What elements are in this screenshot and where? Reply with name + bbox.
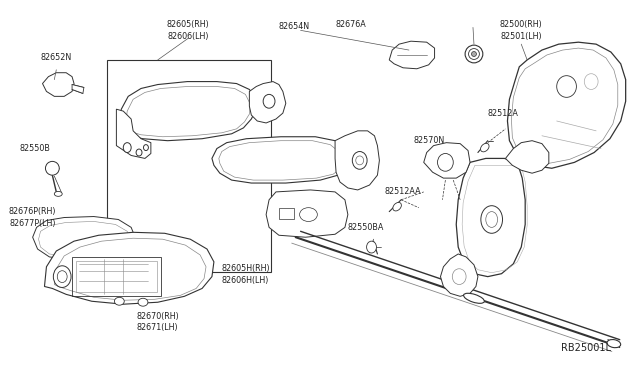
Text: 82671(LH): 82671(LH) xyxy=(136,323,178,332)
Ellipse shape xyxy=(115,297,124,305)
Ellipse shape xyxy=(53,266,71,288)
Bar xyxy=(106,60,271,272)
Polygon shape xyxy=(33,217,135,260)
Ellipse shape xyxy=(393,202,401,211)
Text: 82676A: 82676A xyxy=(335,20,366,29)
Text: RB25001L: RB25001L xyxy=(561,343,611,353)
Polygon shape xyxy=(389,41,435,69)
Bar xyxy=(76,261,157,292)
Polygon shape xyxy=(266,190,348,237)
Text: 82670(RH): 82670(RH) xyxy=(136,311,179,321)
Ellipse shape xyxy=(352,151,367,169)
Ellipse shape xyxy=(463,293,484,303)
Ellipse shape xyxy=(143,145,148,151)
Bar xyxy=(72,257,161,296)
Text: 82677P(LH): 82677P(LH) xyxy=(10,219,56,228)
Text: 82606(LH): 82606(LH) xyxy=(168,32,209,41)
Text: 82605H(RH): 82605H(RH) xyxy=(222,264,271,273)
Text: 82550B: 82550B xyxy=(19,144,50,153)
Polygon shape xyxy=(335,131,380,190)
Ellipse shape xyxy=(481,206,502,233)
Ellipse shape xyxy=(481,143,489,152)
Ellipse shape xyxy=(465,45,483,63)
Ellipse shape xyxy=(54,192,62,196)
Polygon shape xyxy=(440,254,478,296)
Ellipse shape xyxy=(486,212,498,227)
Bar xyxy=(279,208,294,219)
Text: 82654N: 82654N xyxy=(279,22,310,31)
Text: 82512A: 82512A xyxy=(488,109,518,118)
Ellipse shape xyxy=(124,142,131,153)
Text: 82606H(LH): 82606H(LH) xyxy=(222,276,269,285)
Polygon shape xyxy=(506,141,549,173)
Polygon shape xyxy=(424,142,470,178)
Ellipse shape xyxy=(607,340,621,348)
Ellipse shape xyxy=(468,49,479,60)
Polygon shape xyxy=(250,81,286,123)
Polygon shape xyxy=(212,137,348,183)
Ellipse shape xyxy=(367,241,376,253)
Ellipse shape xyxy=(136,149,142,156)
Text: 82676P(RH): 82676P(RH) xyxy=(9,207,56,216)
Text: 82550BA: 82550BA xyxy=(348,223,384,232)
Ellipse shape xyxy=(58,271,67,283)
Polygon shape xyxy=(118,81,256,141)
Ellipse shape xyxy=(472,52,476,57)
Ellipse shape xyxy=(263,94,275,108)
Polygon shape xyxy=(72,84,84,93)
Ellipse shape xyxy=(356,156,364,165)
Polygon shape xyxy=(44,232,214,304)
Ellipse shape xyxy=(300,208,317,221)
Ellipse shape xyxy=(138,298,148,306)
Text: 82570N: 82570N xyxy=(414,136,445,145)
Polygon shape xyxy=(456,158,525,277)
Polygon shape xyxy=(508,42,626,168)
Text: 82512AA: 82512AA xyxy=(385,187,421,196)
Polygon shape xyxy=(116,109,151,158)
Ellipse shape xyxy=(45,161,60,175)
Text: 82605(RH): 82605(RH) xyxy=(167,20,210,29)
Text: 82501(LH): 82501(LH) xyxy=(500,32,542,41)
Text: 82652N: 82652N xyxy=(41,54,72,62)
Text: 82500(RH): 82500(RH) xyxy=(500,20,543,29)
Polygon shape xyxy=(42,73,74,96)
